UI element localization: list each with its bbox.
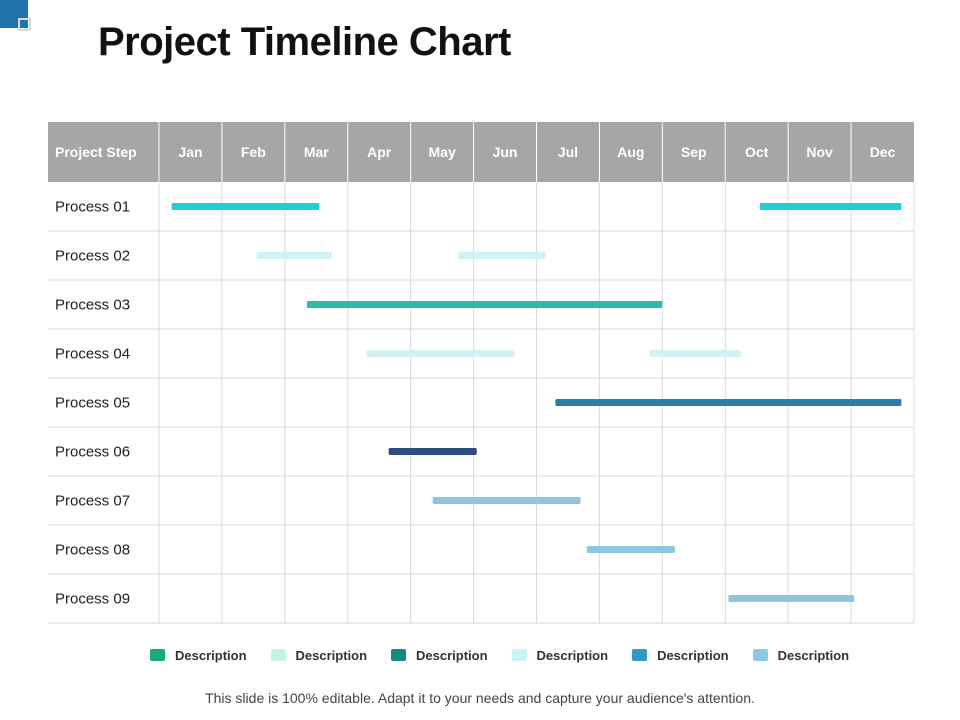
legend-item: Description bbox=[391, 648, 488, 663]
month-label-oct: Oct bbox=[745, 144, 769, 160]
legend-label: Description bbox=[416, 647, 488, 663]
legend-label: Description bbox=[777, 647, 850, 663]
timeline-bar bbox=[555, 399, 902, 406]
gantt-chart: Project Step Jan Feb Mar Apr May Jun Jul Aug Sep O… bbox=[48, 122, 915, 624]
timeline-bar bbox=[432, 497, 581, 504]
legend-label: Description bbox=[295, 647, 368, 663]
row-label: Process 09 bbox=[55, 591, 130, 608]
timeline-bar bbox=[586, 546, 675, 553]
row-label: Process 05 bbox=[55, 395, 130, 412]
slide-title: Project Timeline Chart bbox=[98, 20, 511, 64]
legend-swatch bbox=[150, 649, 165, 661]
month-label-dec: Dec bbox=[870, 144, 896, 160]
legend-label: Description bbox=[657, 647, 729, 663]
month-label-sep: Sep bbox=[681, 144, 707, 160]
month-label-mar: Mar bbox=[304, 144, 329, 160]
legend: Description Description Description Descrip… bbox=[150, 645, 930, 665]
legend-item: Description bbox=[270, 647, 368, 663]
legend-item: Description bbox=[511, 647, 609, 663]
timeline-bar bbox=[759, 203, 902, 210]
month-label-may: May bbox=[429, 144, 456, 160]
row-label: Process 01 bbox=[55, 199, 130, 216]
timeline-bar bbox=[457, 252, 546, 259]
month-label-feb: Feb bbox=[241, 144, 266, 160]
timeline-bar bbox=[388, 448, 477, 455]
row-label: Process 08 bbox=[55, 542, 130, 559]
legend-item: Description bbox=[632, 648, 729, 663]
row-label: Process 03 bbox=[55, 297, 130, 314]
timeline-bar bbox=[306, 301, 663, 308]
timeline-bar bbox=[728, 595, 855, 602]
month-label-nov: Nov bbox=[806, 144, 833, 160]
corner-outline-square bbox=[18, 18, 31, 31]
legend-swatch bbox=[511, 649, 527, 661]
row-label: Process 06 bbox=[55, 444, 130, 461]
timeline-bar bbox=[171, 203, 320, 210]
timeline-bar bbox=[366, 350, 515, 357]
legend-label: Description bbox=[175, 647, 247, 663]
legend-swatch bbox=[270, 649, 286, 661]
legend-swatch bbox=[391, 649, 407, 661]
legend-item: Description bbox=[752, 647, 850, 663]
legend-swatch bbox=[752, 649, 768, 661]
header-label: Project Step bbox=[55, 144, 137, 160]
row-label: Process 07 bbox=[55, 493, 130, 510]
footer-note: This slide is 100% editable. Adapt it to… bbox=[205, 690, 755, 706]
month-label-jun: Jun bbox=[493, 144, 518, 160]
row-label: Process 02 bbox=[55, 248, 130, 265]
month-label-aug: Aug bbox=[617, 144, 644, 160]
legend-label: Description bbox=[536, 647, 609, 663]
legend-swatch bbox=[632, 649, 648, 661]
timeline-bar bbox=[256, 252, 333, 259]
row-label: Process 04 bbox=[55, 346, 130, 363]
corner-accent-square bbox=[0, 0, 28, 28]
legend-item: Description bbox=[150, 648, 247, 663]
month-label-jul: Jul bbox=[558, 144, 578, 160]
month-label-jan: Jan bbox=[178, 144, 202, 160]
month-label-apr: Apr bbox=[367, 144, 392, 160]
timeline-bar bbox=[649, 350, 741, 357]
header-band bbox=[48, 122, 914, 182]
